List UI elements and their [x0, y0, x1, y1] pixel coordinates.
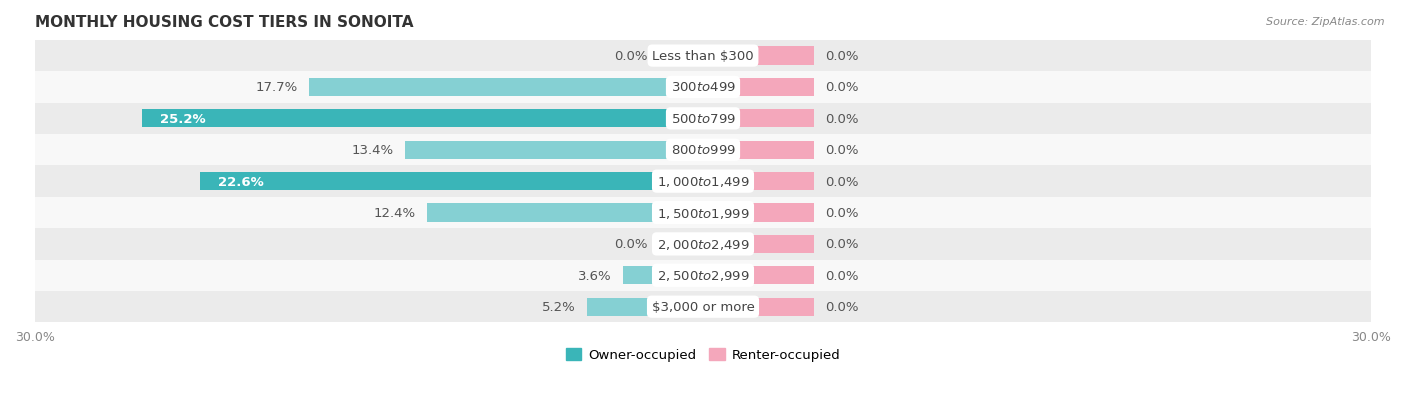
Bar [703, 298, 814, 316]
Text: $300 to $499: $300 to $499 [671, 81, 735, 94]
Bar [703, 173, 814, 191]
Legend: Owner-occupied, Renter-occupied: Owner-occupied, Renter-occupied [560, 343, 846, 367]
Bar [703, 204, 814, 222]
Bar [658, 235, 703, 254]
Text: $2,000 to $2,499: $2,000 to $2,499 [657, 237, 749, 251]
Text: 0.0%: 0.0% [825, 238, 859, 251]
Bar [703, 110, 814, 128]
Bar [703, 79, 814, 97]
Text: 12.4%: 12.4% [374, 206, 416, 219]
Bar [35, 41, 1371, 72]
Text: 0.0%: 0.0% [825, 175, 859, 188]
Bar [35, 103, 1371, 135]
Bar [427, 204, 703, 222]
Bar [35, 197, 1371, 229]
Text: 0.0%: 0.0% [825, 206, 859, 219]
Text: 0.0%: 0.0% [825, 269, 859, 282]
Text: 0.0%: 0.0% [825, 50, 859, 63]
Bar [35, 291, 1371, 323]
Text: 17.7%: 17.7% [256, 81, 298, 94]
Bar [200, 173, 703, 191]
Text: 0.0%: 0.0% [825, 113, 859, 126]
Text: 22.6%: 22.6% [218, 175, 263, 188]
Text: MONTHLY HOUSING COST TIERS IN SONOITA: MONTHLY HOUSING COST TIERS IN SONOITA [35, 15, 413, 30]
Bar [35, 72, 1371, 103]
Text: 0.0%: 0.0% [614, 50, 647, 63]
Text: Source: ZipAtlas.com: Source: ZipAtlas.com [1267, 17, 1385, 26]
Text: Less than $300: Less than $300 [652, 50, 754, 63]
Text: $2,500 to $2,999: $2,500 to $2,999 [657, 268, 749, 282]
Bar [35, 135, 1371, 166]
Bar [35, 166, 1371, 197]
Bar [588, 298, 703, 316]
Bar [703, 141, 814, 159]
Text: $1,500 to $1,999: $1,500 to $1,999 [657, 206, 749, 220]
Bar [658, 47, 703, 66]
Text: 5.2%: 5.2% [543, 300, 576, 313]
Text: $500 to $799: $500 to $799 [671, 113, 735, 126]
Text: 25.2%: 25.2% [160, 113, 205, 126]
Text: 3.6%: 3.6% [578, 269, 612, 282]
Text: 0.0%: 0.0% [614, 238, 647, 251]
Bar [703, 47, 814, 66]
Bar [623, 266, 703, 285]
Text: 0.0%: 0.0% [825, 144, 859, 157]
Text: 0.0%: 0.0% [825, 300, 859, 313]
Bar [142, 110, 703, 128]
Bar [35, 260, 1371, 291]
Text: $1,000 to $1,499: $1,000 to $1,499 [657, 175, 749, 189]
Bar [35, 229, 1371, 260]
Text: 0.0%: 0.0% [825, 81, 859, 94]
Text: $3,000 or more: $3,000 or more [651, 300, 755, 313]
Bar [309, 79, 703, 97]
Bar [405, 141, 703, 159]
Bar [703, 266, 814, 285]
Bar [703, 235, 814, 254]
Text: $800 to $999: $800 to $999 [671, 144, 735, 157]
Text: 13.4%: 13.4% [352, 144, 394, 157]
